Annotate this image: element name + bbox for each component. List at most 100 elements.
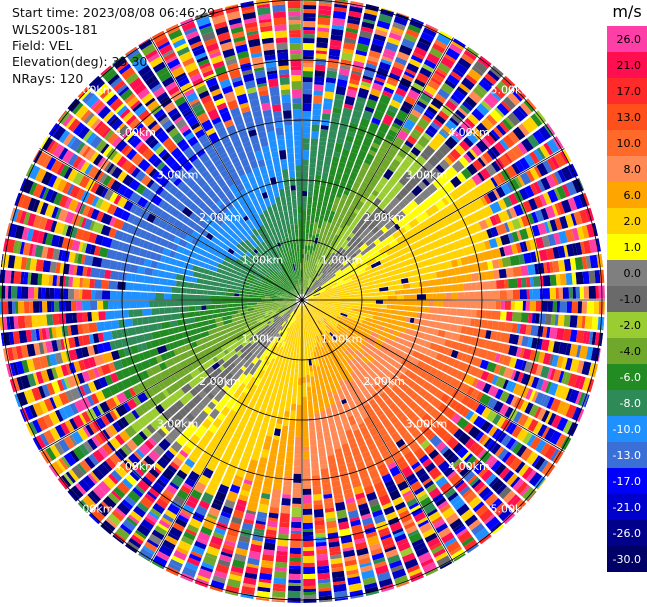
range-gate: [137, 343, 143, 353]
range-gate: [382, 53, 395, 60]
range-gate: [109, 260, 118, 270]
range-gate: [434, 278, 443, 286]
range-gate: [419, 92, 432, 104]
range-gate: [258, 348, 266, 356]
range-gate: [57, 208, 69, 222]
range-gate: [350, 0, 364, 6]
range-gate: [93, 354, 105, 366]
range-gate: [453, 230, 464, 241]
range-gate: [269, 291, 276, 295]
range-gate: [490, 330, 498, 341]
range-gate: [263, 344, 269, 350]
range-gate: [334, 319, 343, 326]
range-gate: [96, 463, 110, 477]
range-gate: [252, 333, 259, 339]
range-gate: [424, 307, 430, 313]
range-gate: [416, 312, 427, 319]
range-gate: [244, 288, 253, 292]
range-gate: [380, 8, 395, 18]
range-gate: [190, 406, 202, 418]
range-gate: [340, 357, 349, 367]
range-gate: [367, 423, 375, 430]
range-gate: [366, 361, 376, 370]
range-gate: [325, 285, 333, 290]
range-gate: [352, 353, 358, 359]
range-gate: [228, 272, 234, 278]
range-gate: [330, 240, 336, 247]
range-gate: [154, 373, 164, 383]
range-gate: [485, 163, 497, 177]
range-gate: [384, 386, 393, 395]
range-gate: [370, 43, 384, 54]
range-gate: [546, 262, 551, 274]
range-gate: [334, 93, 345, 101]
range-gate: [130, 345, 140, 355]
range-gate: [52, 394, 64, 408]
range-gate: [272, 285, 282, 291]
range-gate: [373, 173, 381, 181]
range-gate: [315, 319, 319, 324]
range-gate: [54, 442, 65, 456]
range-gate: [345, 135, 355, 143]
range-gate: [310, 445, 318, 455]
range-gate: [352, 144, 361, 151]
range-gate: [352, 334, 362, 342]
range-gate: [425, 404, 435, 414]
range-gate: [248, 416, 256, 423]
range-gate: [331, 388, 338, 395]
range-gate: [124, 318, 133, 328]
range-gate: [57, 476, 69, 490]
range-gate: [424, 173, 436, 184]
range-gate: [520, 277, 527, 288]
range-gate: [577, 301, 582, 314]
range-gate: [322, 309, 328, 313]
range-gate: [255, 277, 262, 282]
range-gate: [404, 328, 415, 336]
range-gate: [410, 392, 419, 401]
range-gate: [316, 312, 324, 319]
range-gate: [206, 246, 216, 255]
range-gate: [158, 519, 171, 529]
range-gate: [435, 522, 449, 534]
range-gate: [312, 286, 319, 293]
range-gate: [307, 278, 312, 288]
range-gate: [410, 200, 419, 208]
range-gate: [148, 356, 159, 367]
range-gate: [250, 430, 259, 439]
range-gate: [345, 217, 354, 227]
range-gate: [471, 66, 484, 77]
range-gate: [389, 207, 399, 218]
range-gate: [569, 343, 579, 357]
range-gate: [82, 278, 91, 288]
range-gate: [490, 177, 499, 188]
range-gate: [336, 311, 341, 315]
range-gate: [424, 373, 435, 384]
range-gate: [260, 492, 271, 500]
range-gate: [262, 549, 275, 556]
range-gate: [41, 273, 50, 286]
range-gate: [545, 381, 552, 394]
range-gate: [39, 400, 49, 414]
range-gate: [536, 179, 546, 192]
range-gate: [420, 228, 431, 238]
range-gate: [108, 227, 117, 238]
range-gate: [282, 317, 287, 323]
range-gate: [565, 343, 572, 356]
range-gate: [408, 58, 422, 68]
range-gate: [256, 327, 266, 336]
range-gate: [451, 292, 458, 300]
range-gate: [235, 313, 242, 318]
range-gate: [422, 381, 433, 392]
range-gate: [302, 281, 304, 287]
range-gate: [279, 304, 287, 307]
range-gate: [360, 565, 373, 573]
range-gate: [156, 323, 162, 330]
range-gate: [371, 160, 380, 169]
range-gate: [457, 292, 465, 300]
range-gate: [498, 343, 505, 353]
range-gate: [319, 288, 326, 293]
range-gate: [138, 352, 145, 361]
range-gate: [220, 398, 228, 406]
range-gate: [320, 340, 326, 348]
range-gate: [500, 300, 505, 310]
